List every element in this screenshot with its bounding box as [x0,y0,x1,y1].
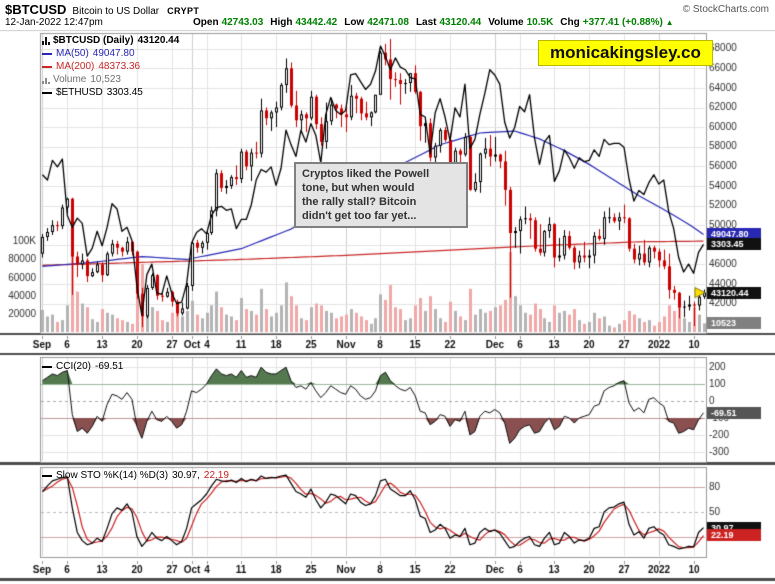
ticker-name: Bitcoin to US Dollar [72,6,160,17]
header-quote-row: 12-Jan-2022 12:47pm Open 42743.03 High 434… [5,17,681,28]
quote-change: Chg +377.41 (+0.88%) ▲ [560,17,674,28]
up-arrow-icon: ▲ [665,18,674,27]
quote-high: High 43442.42 [270,17,338,28]
chart-header: $BTCUSD Bitcoin to US Dollar CRYPT © Sto… [0,0,775,30]
ticker-exchange: CRYPT [167,6,200,16]
ticker-symbol: $BTCUSD [5,2,67,17]
quote-open: Open 42743.03 [193,17,264,28]
quote-last: Last 43120.44 [415,17,482,28]
copyright: © StockCharts.com [682,4,769,15]
header-title-row: $BTCUSD Bitcoin to US Dollar CRYPT [5,2,199,17]
quote-low: Low 42471.08 [344,17,409,28]
quote-volume: Volume 10.5K [488,17,554,28]
chart-datetime: 12-Jan-2022 12:47pm [5,17,103,28]
